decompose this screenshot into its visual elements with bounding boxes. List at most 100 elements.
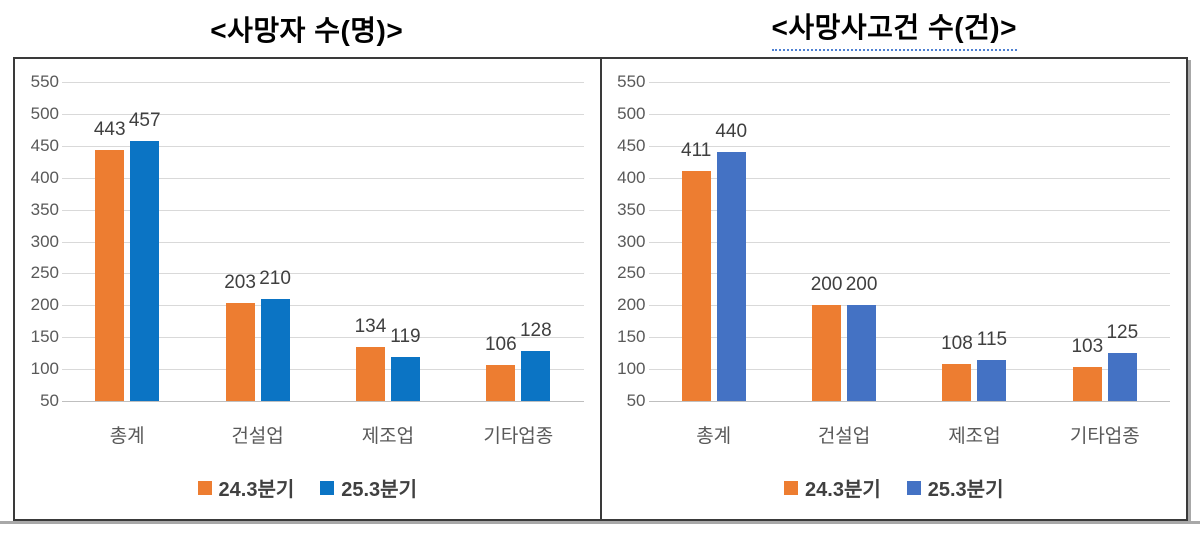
x-axis-line: [648, 401, 1170, 402]
category-group: 106 128: [453, 82, 583, 401]
gridline: [648, 177, 1170, 179]
gridline: [62, 82, 584, 83]
y-tick-label: 350: [617, 199, 646, 219]
y-axis: 550 500 450 400 350 300 250 200 150 100 50: [612, 72, 646, 410]
y-tick-label: 150: [30, 327, 59, 347]
left-chart-title: <사망자 수(명)>: [210, 14, 404, 46]
value-label: 203: [224, 272, 256, 294]
legend-item: 25.3분기: [320, 473, 417, 502]
bar-24.3분기: [681, 170, 711, 401]
value-label: 128: [519, 320, 552, 342]
y-tick-label: 50: [40, 391, 59, 410]
charts-container: 550 500 450 400 350 300 250 200 150 100 50 443 457 20…: [13, 57, 1188, 521]
bar-25.3분기: [260, 298, 290, 401]
bottom-border-line: [0, 521, 1200, 524]
gridline: [62, 337, 584, 339]
category-group: 103 125: [1040, 82, 1170, 401]
legend: 24.3분기 25.3분기: [15, 473, 600, 502]
category-label: 건설업: [817, 426, 871, 447]
y-tick-label: 50: [626, 391, 646, 410]
category-label: 총계: [696, 426, 732, 447]
value-label: 103: [1071, 336, 1104, 358]
left-title-cell: <사망자 수(명)>: [13, 0, 601, 57]
gridline: [648, 337, 1170, 339]
legend-label: 25.3분기: [341, 479, 417, 501]
gridline: [648, 82, 1170, 83]
bar-24.3분기: [225, 303, 255, 401]
plot-area: 443 457 203 210 134 119 106 128: [62, 82, 584, 402]
value-label: 200: [810, 274, 843, 296]
legend-swatch: [320, 480, 335, 495]
gridline: [648, 369, 1170, 371]
value-label: 134: [354, 316, 387, 338]
bar-25.3분기: [977, 359, 1007, 401]
y-tick-label: 400: [617, 167, 646, 187]
bar-25.3분기: [1107, 353, 1137, 401]
category-label: 건설업: [231, 426, 284, 447]
category-label: 제조업: [948, 426, 1001, 447]
bar-25.3분기: [716, 152, 746, 401]
value-label: 440: [715, 121, 748, 143]
gridline: [62, 209, 584, 211]
legend-item: 24.3분기: [784, 473, 881, 502]
y-tick-label: 450: [617, 135, 646, 155]
bar-24.3분기: [486, 365, 516, 401]
value-label: 200: [845, 274, 878, 296]
bar-24.3분기: [942, 364, 972, 401]
y-axis: 550 500 450 400 350 300 250 200 150 100 50: [25, 72, 59, 410]
category-label: 기타업종: [1069, 426, 1140, 447]
accidents-chart-panel: 550 500 450 400 350 300 250 200 150 100 50 411 440 20…: [599, 59, 1186, 519]
y-tick-label: 300: [30, 231, 59, 251]
category-axis: 총계 건설업 제조업 기타업종: [62, 421, 584, 448]
bar-25.3분기: [130, 141, 160, 401]
bar-24.3분기: [812, 305, 842, 401]
value-label: 443: [93, 119, 126, 141]
gridline: [648, 273, 1170, 275]
bar-24.3분기: [1072, 367, 1102, 401]
value-label: 210: [259, 267, 291, 289]
category-group: 108 115: [909, 82, 1039, 401]
gridline: [62, 177, 584, 179]
y-tick-label: 550: [617, 72, 646, 91]
category-group: 134 119: [323, 82, 453, 401]
gridline: [62, 145, 584, 147]
y-tick-label: 400: [30, 167, 59, 187]
value-label: 106: [484, 334, 517, 356]
legend-swatch: [197, 480, 212, 495]
y-tick-label: 250: [30, 263, 59, 283]
legend-swatch: [784, 480, 799, 495]
category-axis: 총계 건설업 제조업 기타업종: [649, 421, 1171, 448]
legend-label: 24.3분기: [805, 479, 881, 501]
category-group: 200 200: [779, 82, 909, 401]
y-tick-label: 500: [30, 103, 59, 123]
bar-groups: 411 440 200 200 108 115 103 125: [649, 82, 1171, 401]
y-tick-label: 350: [30, 199, 59, 219]
category-group: 443 457: [62, 82, 192, 401]
legend-item: 25.3분기: [906, 473, 1004, 502]
right-title-cell: <사망사고건 수(건)>: [601, 0, 1189, 57]
gridline: [62, 273, 584, 275]
gridline: [62, 113, 584, 115]
legend-item: 24.3분기: [197, 473, 295, 502]
legend-label: 24.3분기: [218, 479, 295, 501]
y-tick-label: 200: [617, 295, 646, 315]
gridline: [648, 305, 1170, 307]
legend-swatch: [906, 480, 921, 495]
y-tick-label: 100: [617, 359, 646, 379]
y-tick-label: 100: [30, 359, 59, 379]
category-label: 제조업: [361, 426, 415, 447]
y-tick-label: 450: [30, 135, 59, 155]
category-label: 기타업종: [483, 426, 554, 447]
y-tick-label: 150: [617, 327, 646, 347]
bar-25.3분기: [847, 305, 877, 401]
y-tick-label: 300: [617, 231, 646, 251]
plot-area: 411 440 200 200 108 115 103 125: [648, 82, 1171, 402]
value-label: 411: [681, 139, 712, 161]
y-tick-label: 500: [617, 103, 646, 123]
right-chart-title: <사망사고건 수(건)>: [771, 6, 1017, 51]
gridline: [62, 305, 584, 307]
deaths-chart-panel: 550 500 450 400 350 300 250 200 150 100 50 443 457 20…: [15, 59, 600, 519]
value-label: 115: [976, 328, 1008, 350]
legend-label: 25.3분기: [927, 479, 1004, 501]
